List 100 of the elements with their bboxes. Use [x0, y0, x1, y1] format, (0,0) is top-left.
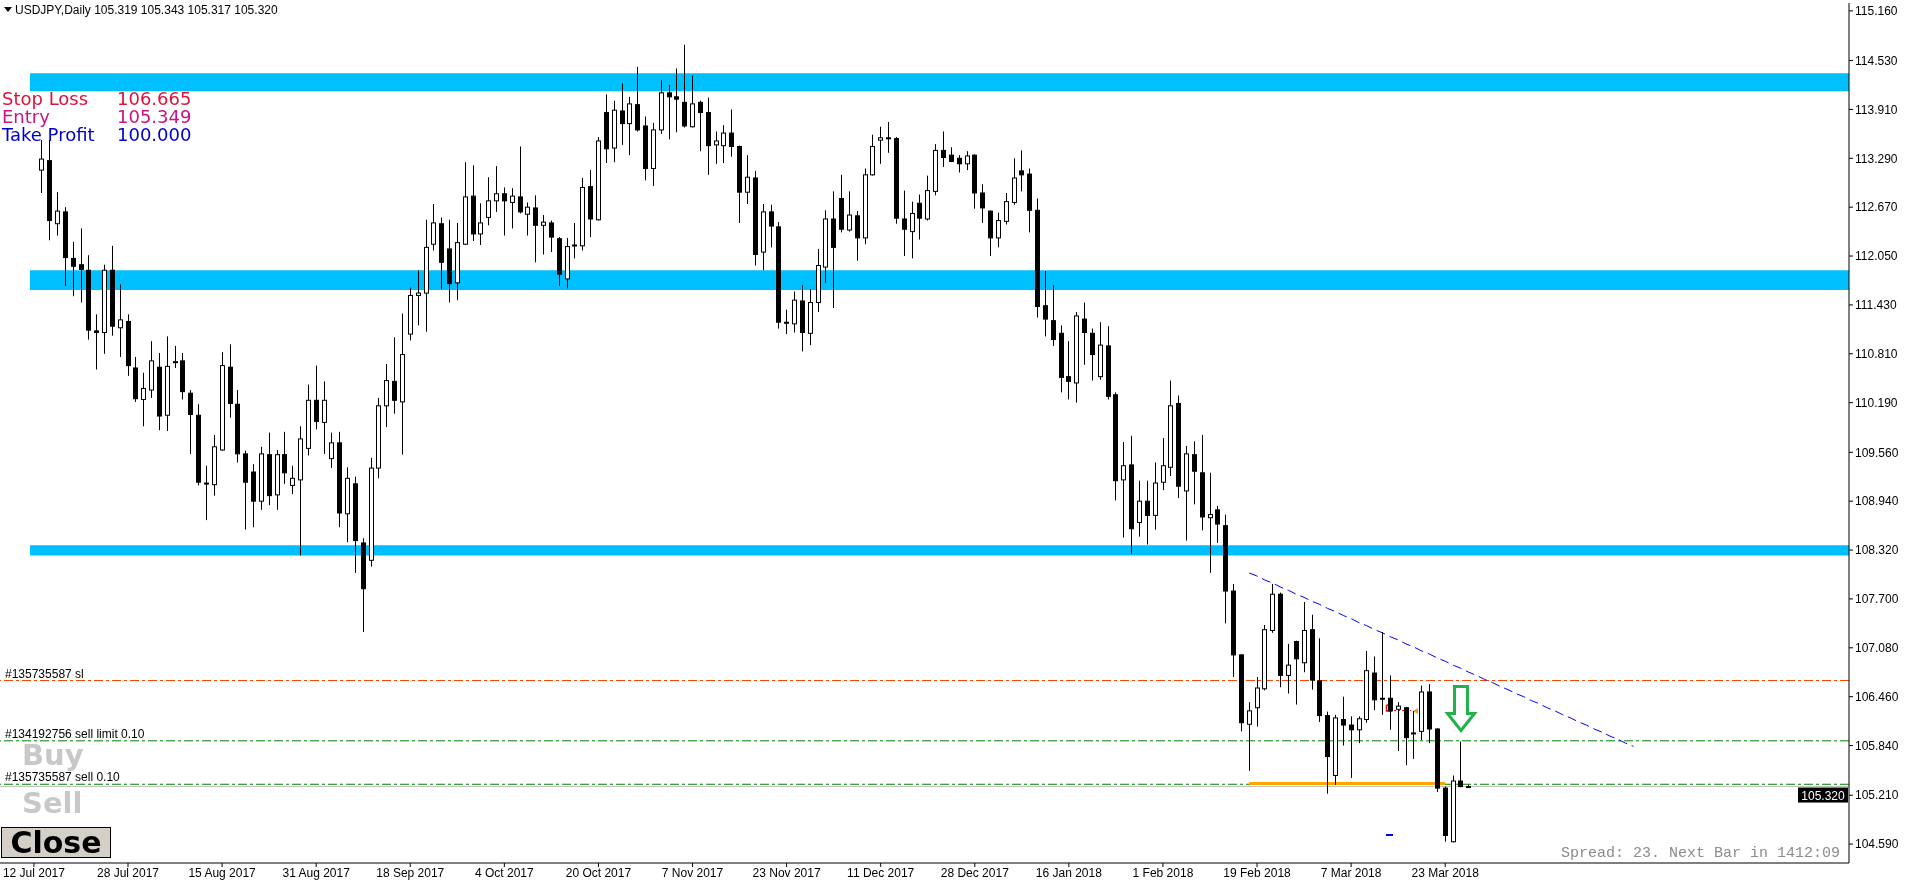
candlestick	[1396, 701, 1401, 752]
candlestick	[769, 204, 774, 248]
candlestick	[188, 389, 193, 455]
candlestick	[1255, 676, 1260, 728]
close-button: Close	[1, 827, 111, 858]
candlestick	[847, 190, 852, 233]
x-tick-label: 7 Mar 2018	[1320, 865, 1382, 880]
candlestick	[682, 44, 687, 129]
candlestick	[745, 154, 750, 205]
y-tick-label: 109.560	[1855, 445, 1899, 460]
x-tick-label: 28 Dec 2017	[940, 865, 1010, 880]
x-tick-label: 23 Mar 2018	[1411, 865, 1480, 880]
candlestick	[1161, 437, 1166, 491]
candlestick	[94, 313, 99, 371]
candlestick	[674, 67, 679, 133]
ref-line-label: #134192756 sell limit 0.10	[5, 726, 145, 741]
x-tick-label: 11 Dec 2017	[847, 865, 915, 880]
candlestick	[1294, 640, 1299, 706]
line-series	[1248, 572, 1634, 747]
candlestick	[502, 186, 507, 237]
y-tick-label: 115.160	[1855, 4, 1898, 19]
candlestick	[714, 130, 719, 165]
x-tick-label: 19 Feb 2018	[1223, 865, 1292, 880]
y-tick-label: 107.700	[1855, 592, 1899, 607]
candlestick	[1066, 340, 1071, 400]
candlestick	[917, 194, 922, 240]
candlestick	[729, 108, 734, 158]
candlestick	[141, 372, 146, 427]
candlestick	[886, 121, 891, 154]
candlestick	[1349, 715, 1354, 779]
candlestick	[39, 139, 44, 194]
annotation: Buy	[22, 738, 84, 772]
candlestick	[1458, 741, 1463, 788]
candlestick	[486, 176, 491, 226]
x-tick-label: 12 Jul 2017	[2, 865, 66, 880]
candlestick	[282, 431, 287, 485]
x-tick-label: 20 Oct 2017	[565, 865, 632, 880]
candlestick	[79, 227, 84, 304]
ref-line-label: #135735587 sell 0.10	[5, 770, 121, 785]
candlestick	[1286, 643, 1291, 695]
x-tick-label: 16 Jan 2018	[1035, 865, 1103, 880]
candlestick	[322, 380, 327, 455]
candlestick	[478, 202, 483, 246]
y-tick-label: 105.210	[1855, 788, 1899, 803]
text: Stop Loss 106.665	[2, 88, 192, 109]
candlestick	[1208, 472, 1213, 574]
candlestick	[416, 269, 421, 326]
y-tick-label: 113.290	[1855, 151, 1898, 166]
candlestick	[392, 336, 397, 415]
candlestick	[71, 241, 76, 297]
candlestick	[1411, 710, 1416, 760]
candlestick	[690, 75, 695, 129]
candlestick	[620, 82, 625, 146]
candlestick	[1380, 631, 1385, 716]
candlestick	[290, 465, 295, 495]
candlestick	[1137, 480, 1142, 538]
candlestick	[698, 100, 703, 152]
candlestick	[314, 365, 319, 430]
y-tick-label: 110.810	[1855, 347, 1898, 362]
candlestick	[1051, 284, 1056, 347]
candlestick	[667, 84, 672, 140]
candlestick	[572, 222, 577, 259]
candlestick	[1082, 302, 1087, 366]
candlestick	[1341, 696, 1346, 747]
x-tick-label: 18 Sep 2017	[376, 865, 445, 880]
candlestick	[518, 145, 523, 214]
candlestick	[1247, 701, 1252, 772]
candlestick	[878, 126, 883, 165]
candlestick	[784, 309, 789, 335]
candlestick	[980, 183, 985, 224]
x-tick-label: 31 Aug 2017	[282, 865, 351, 880]
candlestick	[1090, 328, 1095, 382]
candlestick	[792, 291, 797, 333]
y-tick-label: 107.080	[1855, 641, 1899, 656]
candlestick	[541, 214, 546, 255]
x-tick-label: 23 Nov 2017	[752, 865, 821, 880]
candlestick	[494, 165, 499, 213]
candlestick	[118, 283, 123, 358]
annotation: Close	[10, 825, 102, 860]
y-tick-label: 114.530	[1855, 53, 1898, 68]
x-tick-label: 15 Aug 2017	[188, 865, 257, 880]
chart-title: USDJPY,Daily 105.319 105.343 105.317 105.320	[15, 3, 278, 17]
candlestick	[1043, 270, 1048, 337]
y-tick-label: 108.320	[1855, 543, 1899, 558]
candlestick	[1192, 440, 1197, 505]
annotation: Spread: 23. Next Bar in 1412:09	[1560, 845, 1840, 862]
y-tick-label: 113.910	[1855, 102, 1898, 117]
x-tick-label: 7 Nov 2017	[661, 865, 724, 880]
candlestick	[55, 191, 60, 237]
candlestick	[525, 201, 530, 237]
candlestick	[855, 210, 860, 262]
candlestick	[549, 220, 554, 253]
candlestick	[996, 212, 1001, 248]
candlestick	[1215, 505, 1220, 544]
candlestick	[431, 203, 436, 252]
y-tick-label: 111.430	[1855, 298, 1897, 313]
candlestick	[173, 345, 178, 369]
candlestick	[721, 124, 726, 164]
candlestick	[329, 432, 334, 469]
candlestick	[204, 465, 209, 521]
